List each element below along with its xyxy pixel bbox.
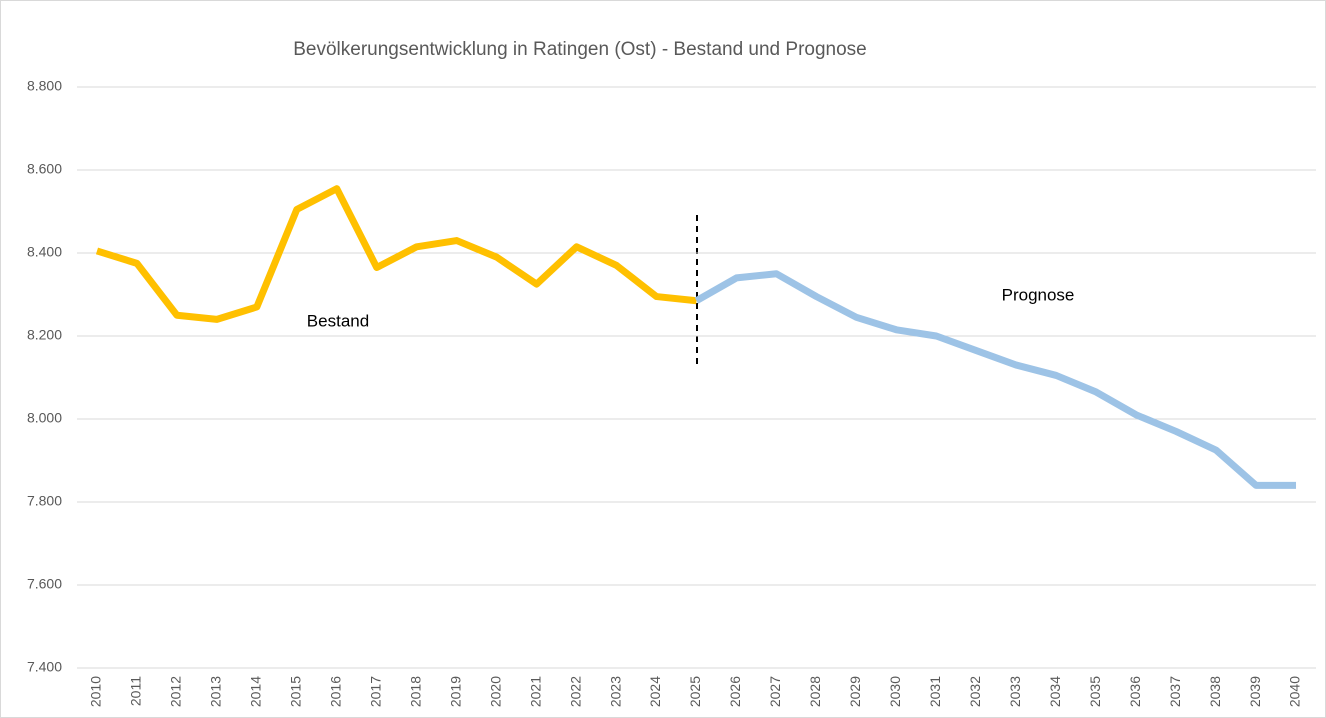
x-tick-label: 2027: [767, 676, 783, 707]
x-tick-label: 2018: [407, 676, 423, 707]
y-tick-label: 8.400: [27, 244, 62, 260]
series-line: [95, 185, 697, 323]
x-tick-label: 2021: [527, 676, 543, 707]
y-tick-label: 8.000: [27, 410, 62, 426]
series-line: [694, 270, 1297, 489]
x-tick-label: 2025: [687, 676, 703, 707]
x-tick-label: 2032: [967, 676, 983, 707]
x-tick-label: 2038: [1207, 676, 1223, 707]
x-tick-label: 2040: [1287, 676, 1303, 707]
x-tick-label: 2013: [208, 676, 224, 707]
x-tick-label: 2019: [447, 676, 463, 707]
y-tick-label: 8.600: [27, 161, 62, 177]
y-tick-label: 8.800: [27, 78, 62, 94]
x-tick-label: 2035: [1087, 676, 1103, 707]
chart-title: Bevölkerungsentwicklung in Ratingen (Ost…: [293, 39, 867, 60]
x-tick-label: 2028: [807, 676, 823, 707]
x-tick-label: 2023: [607, 676, 623, 707]
x-tick-label: 2012: [168, 676, 184, 707]
y-tick-label: 7.400: [27, 659, 62, 675]
x-tick-label: 2024: [647, 676, 663, 707]
series-annotation: Bestand: [307, 311, 369, 330]
x-tick-label: 2016: [327, 676, 343, 707]
x-tick-label: 2034: [1047, 676, 1063, 707]
x-tick-label: 2010: [88, 676, 104, 707]
x-tick-label: 2039: [1247, 676, 1263, 707]
y-tick-label: 8.200: [27, 327, 62, 343]
y-tick-label: 7.800: [27, 493, 62, 509]
x-tick-label: 2014: [248, 676, 264, 707]
x-tick-label: 2029: [847, 676, 863, 707]
x-tick-label: 2030: [887, 676, 903, 707]
x-tick-label: 2031: [927, 676, 943, 707]
x-tick-label: 2033: [1007, 676, 1023, 707]
x-tick-label: 2015: [288, 676, 304, 707]
x-tick-label: 2020: [487, 676, 503, 707]
x-tick-label: 2017: [367, 676, 383, 707]
x-tick-label: 2011: [128, 676, 144, 706]
series-annotation: Prognose: [1002, 285, 1075, 304]
x-tick-label: 2022: [567, 676, 583, 707]
y-tick-label: 7.600: [27, 576, 62, 592]
x-tick-label: 2026: [727, 676, 743, 707]
x-tick-label: 2037: [1167, 676, 1183, 707]
x-tick-label: 2036: [1127, 676, 1143, 707]
